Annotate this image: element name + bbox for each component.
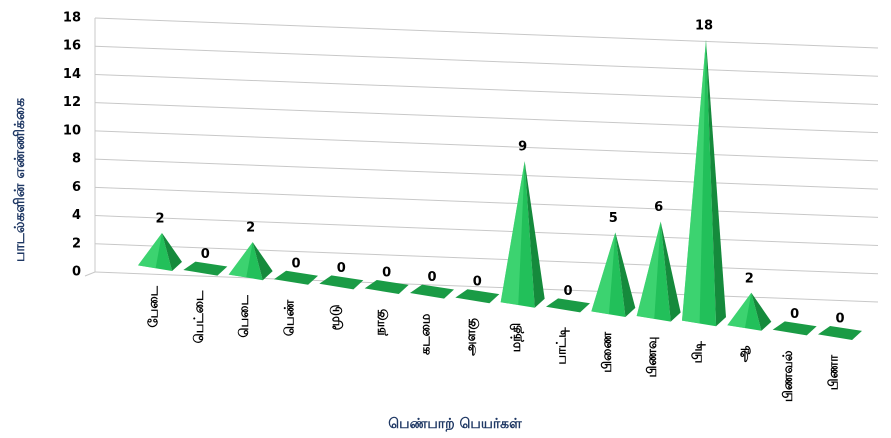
- y-tick-label: 2: [72, 236, 81, 251]
- pyramid: [138, 232, 182, 271]
- pyramid-side: [706, 39, 726, 327]
- pyramid-base: [455, 289, 500, 304]
- pyramid: [228, 242, 273, 281]
- pyramid-base: [546, 298, 590, 313]
- pyramid-side: [615, 232, 636, 317]
- y-tick-label: 4: [72, 208, 81, 223]
- pyramid-highlight: [591, 232, 616, 315]
- grid-line: [94, 271, 879, 303]
- data-label: 0: [201, 247, 210, 262]
- x-tick-label: பெண்: [283, 299, 298, 336]
- y-tick-label: 0: [72, 265, 81, 280]
- y-tick-label: 6: [72, 180, 81, 195]
- grid-line: [94, 243, 879, 275]
- pyramid-highlight: [138, 232, 162, 269]
- pyramid: [364, 280, 409, 294]
- x-tick-label: பாட்டி: [555, 327, 570, 365]
- x-tick-label: பிணவல்: [781, 350, 796, 402]
- y-tick-label: 18: [63, 11, 81, 26]
- grid-line: [94, 73, 879, 105]
- data-label: 2: [246, 221, 255, 236]
- pyramid: [410, 284, 454, 299]
- grid-line: [94, 45, 879, 77]
- pyramid-base: [364, 280, 409, 294]
- pyramid: [319, 275, 364, 290]
- pyramid: [682, 39, 726, 327]
- y-tick-label: 8: [72, 152, 81, 167]
- pyramid-side: [660, 221, 681, 322]
- pyramid: [500, 161, 545, 308]
- x-tick-label: நாகு: [373, 308, 388, 336]
- grid-line: [94, 215, 879, 247]
- floor-edge: [84, 271, 96, 277]
- pyramid-base: [183, 261, 228, 276]
- pyramid-side: [751, 292, 772, 331]
- pyramid-side: [252, 242, 273, 281]
- pyramid-highlight: [228, 242, 253, 278]
- x-tick-label: பேடை: [147, 285, 162, 327]
- pyramid: [772, 321, 817, 336]
- data-label: 2: [155, 211, 164, 226]
- y-tick-label: 16: [63, 39, 81, 54]
- x-tick-label: அளகு: [464, 318, 479, 356]
- pyramid: [455, 289, 500, 304]
- pyramid-base: [319, 275, 364, 290]
- grid-line: [94, 17, 879, 49]
- pyramid: [274, 270, 318, 285]
- y-tick-label: 10: [63, 123, 81, 138]
- pyramid: [591, 232, 636, 317]
- x-tick-label: பெட்டை: [192, 290, 207, 343]
- pyramid-base: [410, 284, 454, 299]
- x-tick-label: கடமை: [419, 313, 434, 355]
- grid-line: [94, 102, 879, 134]
- pyramid-base: [818, 326, 862, 340]
- data-label: 0: [382, 266, 391, 281]
- x-tick-label: பிடி: [691, 341, 706, 364]
- pyramid-side: [524, 161, 545, 308]
- x-tick-label: மூடு: [328, 304, 343, 330]
- data-label: 2: [745, 271, 754, 286]
- data-label: 6: [654, 200, 663, 215]
- data-label: 0: [835, 312, 844, 327]
- data-label: 0: [563, 284, 572, 299]
- grid-line: [94, 158, 879, 190]
- data-label: 18: [695, 18, 713, 33]
- x-tick-label: பிணை: [600, 332, 615, 373]
- pyramid: [636, 221, 681, 322]
- pyramid: [183, 261, 228, 276]
- data-label: 0: [337, 261, 346, 276]
- x-tick-label: பிணவு: [645, 337, 660, 378]
- grid-line: [94, 130, 879, 162]
- data-label: 0: [790, 307, 799, 322]
- pyramid-base: [274, 270, 318, 285]
- data-label: 0: [427, 270, 436, 285]
- pyramid-highlight: [636, 221, 661, 319]
- data-label: 0: [291, 256, 300, 271]
- y-tick-label: 12: [63, 95, 81, 110]
- x-tick-label: ஆ: [736, 345, 751, 362]
- data-label: 5: [609, 211, 618, 226]
- grid-line: [94, 186, 879, 218]
- data-label: 0: [473, 275, 482, 290]
- pyramid-highlight: [500, 161, 525, 305]
- pyramid-highlight: [727, 292, 752, 328]
- pyramid: [727, 292, 772, 331]
- x-tick-label: மந்தி: [509, 323, 524, 352]
- x-tick-label: பிணா: [827, 355, 842, 390]
- pyramid-base: [772, 321, 817, 336]
- pyramid-side: [162, 232, 182, 271]
- pyramid: [546, 298, 590, 313]
- pyramid: [818, 326, 862, 340]
- x-axis-label: பெண்பாற் பெயர்கள்: [388, 416, 522, 432]
- y-axis-label: பாடல்களின் எண்ணிக்கை: [12, 98, 28, 262]
- data-label: 9: [518, 140, 527, 155]
- x-tick-label: பெடை: [237, 295, 252, 338]
- y-tick-label: 14: [63, 67, 81, 82]
- pyramid-highlight: [682, 39, 706, 324]
